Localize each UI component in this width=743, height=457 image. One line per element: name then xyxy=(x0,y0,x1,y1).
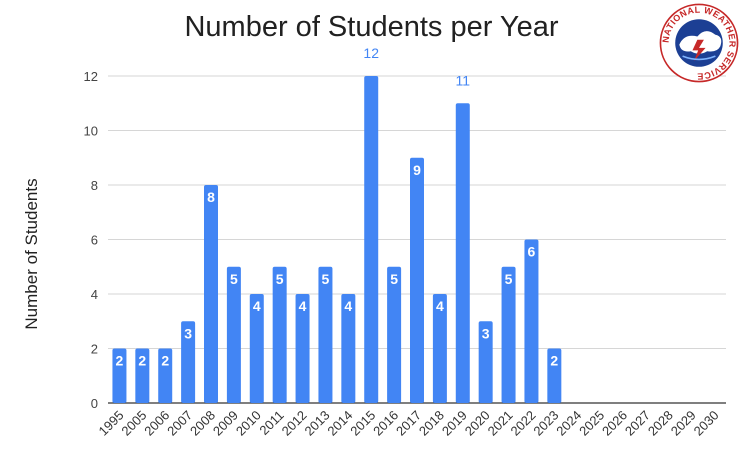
x-tick-label: 2028 xyxy=(645,408,676,439)
data-label: 4 xyxy=(436,298,444,314)
data-label: 5 xyxy=(322,271,330,287)
x-tick-label: 2006 xyxy=(141,408,172,439)
x-tick-label: 1995 xyxy=(96,408,127,439)
data-label: 4 xyxy=(253,298,261,314)
x-tick-label: 2027 xyxy=(622,408,653,439)
x-tick-label: 2023 xyxy=(530,408,561,439)
x-tick-label: 2029 xyxy=(668,408,699,439)
data-label: 5 xyxy=(230,271,238,287)
bar xyxy=(181,321,196,403)
data-label: 2 xyxy=(116,353,124,369)
x-tick-label: 2030 xyxy=(691,408,722,439)
x-tick-label: 2020 xyxy=(462,408,493,439)
bar xyxy=(432,294,447,403)
bar xyxy=(135,348,150,403)
data-label: 8 xyxy=(207,189,215,205)
x-tick-label: 2017 xyxy=(393,408,424,439)
y-tick-label: 12 xyxy=(84,69,98,84)
x-tick-label: 2007 xyxy=(164,408,195,439)
x-tick-label: 2008 xyxy=(187,408,218,439)
data-label: 9 xyxy=(413,162,421,178)
x-tick-label: 2016 xyxy=(370,408,401,439)
x-tick-label: 2014 xyxy=(324,408,355,439)
x-tick-label: 2011 xyxy=(256,408,286,438)
data-label: 2 xyxy=(550,353,558,369)
bar xyxy=(455,103,470,403)
nws-logo: NATIONAL WEATHER SERVICE xyxy=(659,3,739,83)
bar xyxy=(226,266,241,403)
data-label: 12 xyxy=(363,45,379,61)
y-tick-label: 8 xyxy=(91,178,98,193)
x-tick-label: 2024 xyxy=(553,408,584,439)
y-tick-label: 6 xyxy=(91,233,98,248)
y-tick-label: 10 xyxy=(84,124,98,139)
x-tick-label: 2010 xyxy=(233,408,264,439)
x-tick-label: 2022 xyxy=(508,408,539,439)
bar xyxy=(204,185,218,403)
bar xyxy=(547,348,562,403)
x-tick-label: 2021 xyxy=(485,408,516,439)
bar xyxy=(112,348,127,403)
data-label: 2 xyxy=(138,353,146,369)
x-tick-label: 2019 xyxy=(439,408,470,439)
data-label: 4 xyxy=(299,298,307,314)
x-tick-label: 2013 xyxy=(302,408,333,439)
x-tick-label: 2018 xyxy=(416,408,447,439)
x-tick-label: 2009 xyxy=(210,408,241,439)
data-label: 3 xyxy=(482,325,490,341)
data-label: 5 xyxy=(390,271,398,287)
data-label: 11 xyxy=(456,72,471,88)
bar xyxy=(364,76,379,403)
data-label: 5 xyxy=(505,271,513,287)
data-label: 6 xyxy=(528,244,536,260)
bar xyxy=(410,157,424,403)
x-tick-label: 2026 xyxy=(599,408,630,439)
bar xyxy=(524,239,539,403)
x-tick-label: 2005 xyxy=(118,408,149,439)
x-tick-label: 2015 xyxy=(347,408,378,439)
data-label: 3 xyxy=(184,325,192,341)
x-tick-label: 2012 xyxy=(279,408,310,439)
data-label: 4 xyxy=(344,298,352,314)
bar xyxy=(318,266,333,403)
bar xyxy=(387,266,402,403)
chart-title: Number of Students per Year xyxy=(184,11,559,43)
bar xyxy=(249,294,264,403)
x-tick-label: 2025 xyxy=(576,408,607,439)
bar xyxy=(478,321,493,403)
y-tick-label: 2 xyxy=(91,342,98,357)
bar xyxy=(501,266,516,403)
bar xyxy=(272,266,287,403)
data-label: 2 xyxy=(161,353,169,369)
data-label: 5 xyxy=(276,271,284,287)
bar xyxy=(295,294,310,403)
bar xyxy=(341,294,356,403)
y-tick-label: 4 xyxy=(91,287,98,302)
y-tick-label: 0 xyxy=(91,396,98,411)
bar xyxy=(158,348,173,403)
